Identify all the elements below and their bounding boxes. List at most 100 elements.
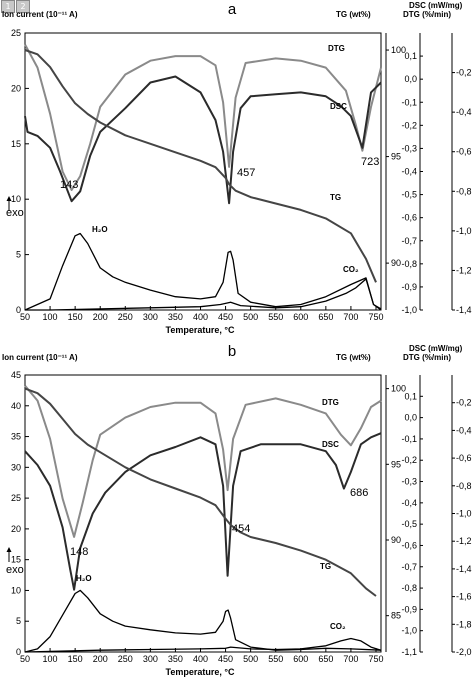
ion-tick-label: 35 — [11, 432, 21, 442]
peak-annotation-723: 723 — [361, 156, 379, 168]
series-line-dtg — [24, 385, 382, 538]
x-tick-label: 700 — [343, 654, 358, 664]
x-tick-label: 650 — [318, 312, 333, 322]
toolbar-button-2[interactable]: 2 — [16, 0, 30, 13]
x-tick-label: 550 — [268, 312, 283, 322]
dtg-tick-label: -0,6 — [401, 540, 417, 550]
x-tick-label: 450 — [218, 312, 233, 322]
dtg-tick-label: -0,8 — [401, 259, 417, 269]
x-tick-label: 100 — [43, 312, 58, 322]
ion-current-axis-title: Ion current (10⁻¹¹ A) — [2, 353, 78, 362]
co2-series-label: CO₂ — [330, 622, 346, 631]
dtg-axis-title: DTG (%/min) — [403, 353, 451, 362]
chart-panel-b: b Ion current (10⁻¹¹ A) DSC (mW/mg) TG (wt%… — [2, 343, 472, 677]
dsc-tick-label: -1,4 — [456, 564, 472, 574]
dsc-series-label: DSC — [322, 440, 339, 449]
dtg-tick-label: -0,9 — [401, 282, 417, 292]
ion-tick-label: 5 — [16, 616, 21, 626]
x-tick-label: 250 — [118, 312, 133, 322]
ion-tick-label: 10 — [11, 194, 21, 204]
dsc-tick-label: -1,6 — [456, 592, 472, 602]
ion-tick-label: 5 — [16, 250, 21, 260]
x-tick-label: 200 — [93, 312, 108, 322]
x-tick-label: 400 — [193, 312, 208, 322]
ion-tick-label: 15 — [11, 139, 21, 149]
h2o-series-label: H₂O — [92, 225, 108, 234]
plot-frame — [24, 32, 382, 311]
dsc-tick-label: -0,8 — [456, 481, 472, 491]
dtg-tick-label: -0,4 — [401, 167, 417, 177]
ion-tick-label: 25 — [11, 28, 21, 38]
ion-tick-label: 20 — [11, 524, 21, 534]
exo-arrow-head — [6, 196, 12, 201]
dsc-tick-label: -1,8 — [456, 619, 472, 629]
tg-tick-label: 100 — [391, 45, 406, 55]
dtg-tick-label: -0,5 — [401, 190, 417, 200]
exo-label: exo — [6, 207, 24, 219]
peak-annotation-454: 454 — [232, 523, 250, 535]
dtg-series-label: DTG — [322, 398, 339, 407]
dtg-tick-label: -0,3 — [401, 477, 417, 487]
ion-tick-label: 45 — [11, 370, 21, 380]
tg-tick-label: 90 — [391, 535, 401, 545]
dtg-tick-label: -0,6 — [401, 213, 417, 223]
co2-series-label: CO₂ — [343, 265, 359, 274]
dsc-axis-title: DSC (mW/mg) — [409, 1, 463, 10]
dsc-tick-label: -0,2 — [456, 68, 472, 78]
dtg-tick-label: 0,1 — [404, 51, 417, 61]
dsc-tick-label: -1,4 — [456, 305, 472, 315]
x-tick-label: 350 — [168, 312, 183, 322]
chart-panel-a: a Ion current (10⁻¹¹ A) DSC (mW/mg) TG (wt%… — [2, 1, 472, 335]
panel-label: a — [228, 1, 237, 18]
x-tick-label: 750 — [368, 312, 383, 322]
peak-annotation-148: 148 — [70, 546, 88, 558]
x-tick-label: 600 — [293, 312, 308, 322]
tg-tick-label: 95 — [391, 152, 401, 162]
dsc-tick-label: -0,6 — [456, 453, 472, 463]
dtg-tick-label: -0,7 — [401, 236, 417, 246]
toolbar-button-1[interactable]: 1 — [1, 0, 15, 13]
x-tick-label: 750 — [368, 654, 383, 664]
plot-frame — [24, 374, 382, 653]
x-tick-label: 500 — [243, 654, 258, 664]
ion-tick-label: 30 — [11, 462, 21, 472]
dtg-tick-label: -0,2 — [401, 455, 417, 465]
dsc-tick-label: -1,0 — [456, 226, 472, 236]
dtg-tick-label: -1,1 — [401, 647, 417, 657]
x-tick-label: 650 — [318, 654, 333, 664]
x-tick-label: 100 — [43, 654, 58, 664]
ion-tick-label: 40 — [11, 401, 21, 411]
dsc-tick-label: -0,6 — [456, 147, 472, 157]
series-line-dsc — [24, 75, 382, 205]
x-tick-label: 600 — [293, 654, 308, 664]
dtg-tick-label: -0,2 — [401, 120, 417, 130]
exo-arrow-head — [6, 547, 12, 552]
series-line-ho — [24, 232, 382, 311]
peak-annotation-686: 686 — [350, 487, 368, 499]
dtg-tick-label: -0,9 — [401, 604, 417, 614]
series-line-tg — [24, 387, 377, 597]
dsc-tick-label: -0,8 — [456, 186, 472, 196]
series-line-ho — [24, 589, 382, 653]
x-tick-label: 150 — [68, 654, 83, 664]
dtg-tick-label: -0,5 — [401, 519, 417, 529]
series-line-dtg — [24, 44, 382, 191]
x-axis-title: Temperature, °C — [166, 325, 235, 335]
x-tick-label: 200 — [93, 654, 108, 664]
dtg-tick-label: -0,1 — [401, 97, 417, 107]
peak-annotation-143: 143 — [60, 179, 78, 191]
ion-tick-label: 25 — [11, 493, 21, 503]
dtg-tick-label: 0,0 — [404, 413, 417, 423]
tg-tick-label: 100 — [391, 384, 406, 394]
series-line-dsc — [24, 432, 382, 591]
x-axis-title: Temperature, °C — [166, 667, 235, 677]
tg-axis-title: TG (wt%) — [336, 353, 371, 362]
ion-tick-label: 0 — [16, 647, 21, 657]
dsc-series-label: DSC — [330, 102, 347, 111]
series-line-tg — [24, 49, 377, 283]
ion-current-axis-title: Ion current (10⁻¹¹ A) — [2, 10, 78, 19]
ion-tick-label: 10 — [11, 585, 21, 595]
dtg-tick-label: -0,8 — [401, 583, 417, 593]
x-tick-label: 500 — [243, 312, 258, 322]
